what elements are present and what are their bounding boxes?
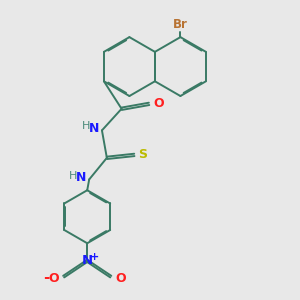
Text: O: O xyxy=(153,98,164,110)
Text: O: O xyxy=(48,272,59,285)
Text: H: H xyxy=(82,122,90,131)
Text: O: O xyxy=(116,272,126,285)
Text: S: S xyxy=(138,148,147,161)
Text: N: N xyxy=(82,254,93,267)
Text: H: H xyxy=(69,170,77,181)
Text: Br: Br xyxy=(173,18,188,31)
Text: N: N xyxy=(76,171,86,184)
Text: N: N xyxy=(88,122,99,135)
Text: -: - xyxy=(44,270,50,285)
Text: +: + xyxy=(89,252,99,262)
